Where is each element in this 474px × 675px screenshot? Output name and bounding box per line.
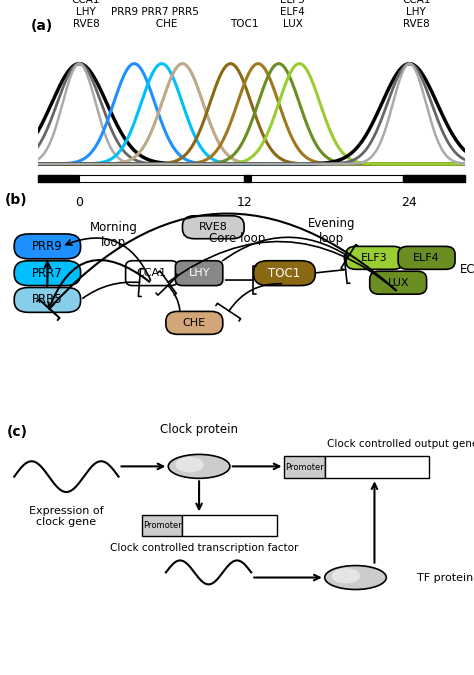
Text: (a): (a) — [31, 18, 53, 32]
Text: Promoter: Promoter — [143, 521, 182, 531]
Text: PRR7: PRR7 — [32, 267, 63, 279]
Text: RVE8: RVE8 — [199, 222, 228, 232]
Text: PRR9 PRR7 PRR5
       CHE: PRR9 PRR7 PRR5 CHE — [111, 7, 199, 28]
FancyBboxPatch shape — [254, 261, 315, 286]
Text: 24: 24 — [401, 196, 417, 209]
Ellipse shape — [175, 457, 204, 472]
FancyBboxPatch shape — [14, 261, 81, 286]
Text: CCA1
LHY
RVE8: CCA1 LHY RVE8 — [72, 0, 100, 28]
FancyBboxPatch shape — [346, 246, 403, 269]
Text: CHE: CHE — [183, 318, 206, 328]
Bar — [38, 175, 79, 182]
Text: (b): (b) — [5, 193, 27, 207]
Text: TF protein: TF protein — [417, 572, 474, 583]
Text: Expression of
clock gene: Expression of clock gene — [29, 506, 104, 527]
Bar — [402, 175, 465, 182]
Text: (c): (c) — [7, 425, 28, 439]
Text: Clock protein: Clock protein — [160, 423, 238, 435]
Text: PRR5: PRR5 — [32, 294, 63, 306]
Text: CCA1: CCA1 — [137, 268, 167, 278]
FancyBboxPatch shape — [398, 246, 455, 269]
FancyBboxPatch shape — [126, 261, 178, 286]
Text: LUX: LUX — [387, 277, 409, 288]
FancyBboxPatch shape — [284, 456, 325, 479]
Text: Clock controlled output gene: Clock controlled output gene — [327, 439, 474, 450]
Text: Core loop: Core loop — [209, 232, 265, 245]
Text: EC: EC — [460, 263, 474, 276]
Text: Morning
loop: Morning loop — [90, 221, 138, 249]
Text: TOC1: TOC1 — [230, 18, 259, 28]
FancyBboxPatch shape — [142, 515, 182, 537]
FancyBboxPatch shape — [175, 261, 223, 286]
Bar — [244, 175, 251, 182]
Bar — [251, 175, 402, 182]
Ellipse shape — [325, 566, 386, 589]
Text: 12: 12 — [237, 196, 252, 209]
FancyBboxPatch shape — [370, 271, 427, 294]
FancyBboxPatch shape — [182, 216, 244, 239]
Text: ELF3: ELF3 — [361, 253, 388, 263]
FancyBboxPatch shape — [14, 234, 81, 259]
Text: TOC1: TOC1 — [268, 267, 301, 279]
Text: ELF3
ELF4
LUX: ELF3 ELF4 LUX — [280, 0, 305, 28]
Text: ELF4: ELF4 — [413, 253, 440, 263]
Ellipse shape — [332, 568, 360, 583]
Bar — [182, 515, 277, 537]
Text: Clock controlled transcription factor: Clock controlled transcription factor — [109, 543, 298, 553]
Text: LHY: LHY — [188, 268, 210, 278]
Text: Promoter: Promoter — [285, 462, 324, 472]
Text: 0: 0 — [75, 196, 83, 209]
Bar — [325, 456, 429, 479]
Ellipse shape — [168, 454, 230, 479]
Text: Evening
loop: Evening loop — [308, 217, 356, 245]
FancyBboxPatch shape — [14, 288, 81, 313]
FancyBboxPatch shape — [166, 311, 223, 334]
Text: PRR9: PRR9 — [32, 240, 63, 253]
Text: CCA1
LHY
RVE8: CCA1 LHY RVE8 — [402, 0, 430, 28]
Bar — [79, 175, 244, 182]
